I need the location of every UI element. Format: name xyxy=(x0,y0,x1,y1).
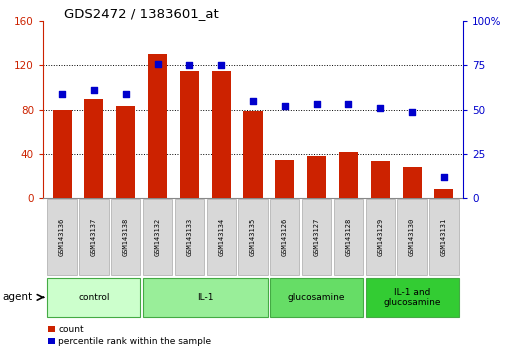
Point xyxy=(376,105,384,111)
Text: GSM143136: GSM143136 xyxy=(59,218,65,256)
Point xyxy=(439,174,447,180)
Text: GSM143135: GSM143135 xyxy=(249,218,256,256)
FancyBboxPatch shape xyxy=(270,199,299,275)
Point xyxy=(344,102,352,107)
Bar xyxy=(179,71,198,198)
Text: IL-1 and
glucosamine: IL-1 and glucosamine xyxy=(383,288,440,307)
Bar xyxy=(275,160,294,198)
Text: GSM143134: GSM143134 xyxy=(218,218,224,256)
Text: glucosamine: glucosamine xyxy=(287,293,345,302)
Bar xyxy=(148,55,167,198)
Bar xyxy=(53,110,72,198)
Bar xyxy=(338,152,358,198)
FancyBboxPatch shape xyxy=(142,278,267,317)
Point xyxy=(280,103,288,109)
Text: GSM143127: GSM143127 xyxy=(313,218,319,256)
Point xyxy=(58,91,66,97)
Bar xyxy=(116,107,135,198)
Text: GSM143137: GSM143137 xyxy=(91,218,97,256)
Point xyxy=(90,87,98,93)
Legend: count, percentile rank within the sample: count, percentile rank within the sample xyxy=(47,325,211,346)
Point xyxy=(185,63,193,68)
FancyBboxPatch shape xyxy=(111,199,140,275)
Text: GSM143132: GSM143132 xyxy=(154,218,160,256)
FancyBboxPatch shape xyxy=(365,278,458,317)
FancyBboxPatch shape xyxy=(238,199,267,275)
Bar xyxy=(307,156,326,198)
Text: GSM143133: GSM143133 xyxy=(186,218,192,256)
Bar xyxy=(370,161,389,198)
Bar xyxy=(433,189,452,198)
FancyBboxPatch shape xyxy=(174,199,204,275)
Bar xyxy=(84,99,103,198)
Bar xyxy=(402,167,421,198)
FancyBboxPatch shape xyxy=(47,199,77,275)
FancyBboxPatch shape xyxy=(428,199,458,275)
Bar xyxy=(211,71,230,198)
Text: IL-1: IL-1 xyxy=(196,293,213,302)
FancyBboxPatch shape xyxy=(142,199,172,275)
Text: agent: agent xyxy=(3,292,33,302)
Point xyxy=(217,63,225,68)
Text: GSM143126: GSM143126 xyxy=(281,218,287,256)
FancyBboxPatch shape xyxy=(47,278,140,317)
Point xyxy=(312,102,320,107)
Text: GSM143131: GSM143131 xyxy=(440,218,446,256)
FancyBboxPatch shape xyxy=(365,199,394,275)
FancyBboxPatch shape xyxy=(333,199,363,275)
Text: control: control xyxy=(78,293,110,302)
Bar xyxy=(243,111,262,198)
Point xyxy=(407,109,415,114)
Text: GDS2472 / 1383601_at: GDS2472 / 1383601_at xyxy=(64,7,218,20)
Point xyxy=(121,91,129,97)
FancyBboxPatch shape xyxy=(301,199,331,275)
Text: GSM143129: GSM143129 xyxy=(377,218,382,256)
FancyBboxPatch shape xyxy=(79,199,109,275)
Text: GSM143138: GSM143138 xyxy=(123,218,128,256)
Text: GSM143130: GSM143130 xyxy=(408,218,414,256)
FancyBboxPatch shape xyxy=(396,199,426,275)
FancyBboxPatch shape xyxy=(206,199,235,275)
FancyBboxPatch shape xyxy=(270,278,363,317)
Point xyxy=(248,98,257,104)
Text: GSM143128: GSM143128 xyxy=(345,218,351,256)
Point xyxy=(153,61,161,67)
